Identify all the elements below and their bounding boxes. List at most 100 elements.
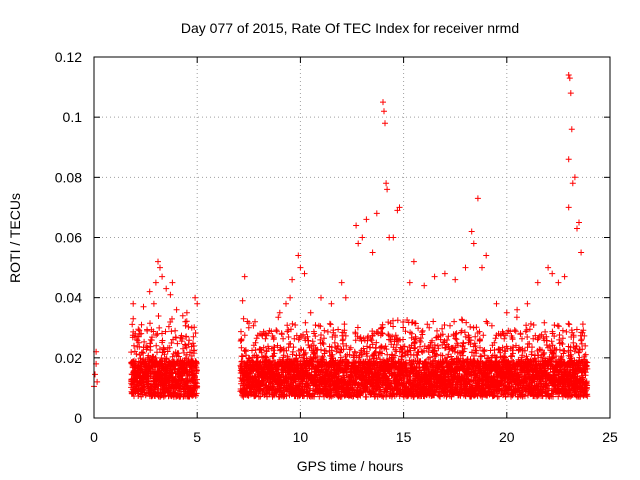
data-point bbox=[152, 354, 159, 361]
data-point bbox=[238, 344, 245, 351]
data-point bbox=[333, 348, 340, 355]
data-point bbox=[367, 336, 374, 343]
data-point bbox=[257, 393, 264, 400]
data-point bbox=[467, 323, 474, 330]
data-point bbox=[154, 349, 160, 356]
data-point bbox=[402, 352, 409, 359]
data-point bbox=[284, 353, 291, 360]
data-point bbox=[458, 316, 465, 323]
data-point bbox=[379, 330, 386, 337]
data-point bbox=[183, 344, 190, 351]
data-point bbox=[186, 337, 193, 344]
data-point bbox=[288, 326, 294, 333]
data-point bbox=[183, 333, 190, 340]
data-point bbox=[252, 339, 259, 346]
data-point bbox=[391, 338, 398, 345]
data-point bbox=[426, 324, 433, 331]
data-point bbox=[271, 350, 278, 357]
data-point bbox=[169, 315, 175, 322]
data-point bbox=[278, 330, 285, 337]
data-point bbox=[337, 362, 344, 369]
data-point bbox=[363, 393, 370, 400]
data-point bbox=[318, 346, 324, 353]
data-point bbox=[340, 346, 347, 353]
data-point bbox=[324, 328, 331, 335]
data-point bbox=[318, 332, 324, 338]
data-point bbox=[185, 323, 192, 330]
data-point bbox=[327, 321, 334, 328]
data-point bbox=[400, 336, 406, 343]
data-point bbox=[190, 340, 196, 347]
y-tick-label: 0.12 bbox=[55, 49, 82, 65]
data-point bbox=[312, 333, 319, 340]
data-point bbox=[379, 321, 386, 328]
data-point bbox=[128, 349, 135, 356]
data-point bbox=[321, 327, 328, 334]
data-point bbox=[308, 343, 315, 350]
data-point bbox=[336, 373, 343, 380]
data-point bbox=[147, 340, 153, 347]
data-point bbox=[379, 350, 385, 357]
data-point bbox=[141, 338, 148, 345]
data-point bbox=[167, 319, 174, 325]
data-point bbox=[312, 322, 319, 329]
data-points bbox=[91, 72, 591, 400]
data-point bbox=[180, 345, 186, 352]
data-point bbox=[341, 321, 348, 328]
data-point bbox=[352, 337, 359, 344]
data-point bbox=[340, 340, 346, 347]
data-point bbox=[163, 355, 170, 362]
data-point bbox=[317, 323, 324, 330]
data-point bbox=[129, 321, 136, 328]
data-point bbox=[337, 354, 344, 361]
data-point bbox=[138, 393, 145, 400]
data-point bbox=[332, 334, 339, 340]
data-point bbox=[159, 337, 166, 344]
data-point bbox=[523, 322, 530, 329]
data-point bbox=[300, 331, 306, 338]
data-point bbox=[270, 383, 277, 390]
x-tick-label: 10 bbox=[293, 429, 309, 445]
data-point bbox=[360, 345, 367, 352]
data-point bbox=[389, 333, 396, 340]
data-point bbox=[285, 327, 292, 333]
data-point bbox=[243, 352, 250, 359]
data-point bbox=[393, 341, 400, 348]
data-point bbox=[390, 323, 397, 330]
data-point bbox=[135, 333, 142, 340]
data-point bbox=[367, 344, 374, 351]
data-point bbox=[301, 351, 308, 358]
data-point bbox=[162, 356, 169, 363]
data-point bbox=[153, 332, 160, 339]
data-point bbox=[270, 334, 277, 341]
data-point bbox=[495, 346, 502, 352]
data-point bbox=[290, 344, 297, 351]
data-point bbox=[511, 327, 518, 334]
x-axis-title: GPS time / hours bbox=[297, 458, 404, 474]
data-point bbox=[302, 349, 309, 356]
data-point bbox=[193, 367, 200, 374]
data-point bbox=[364, 343, 370, 350]
data-point bbox=[415, 325, 422, 332]
data-point bbox=[147, 343, 154, 350]
data-point bbox=[133, 351, 140, 358]
data-point bbox=[400, 319, 407, 325]
data-point bbox=[314, 353, 321, 360]
data-point bbox=[284, 322, 291, 329]
data-point bbox=[527, 320, 534, 327]
data-point bbox=[322, 347, 329, 354]
data-point bbox=[172, 327, 179, 334]
data-point bbox=[245, 358, 251, 365]
data-point bbox=[136, 343, 143, 350]
data-point bbox=[375, 352, 382, 359]
data-point bbox=[136, 327, 143, 334]
data-point bbox=[501, 335, 508, 342]
data-point bbox=[194, 383, 201, 390]
data-point bbox=[380, 392, 387, 399]
data-point bbox=[530, 322, 537, 328]
data-point bbox=[289, 320, 296, 327]
data-point bbox=[347, 344, 354, 351]
data-point bbox=[165, 323, 172, 330]
